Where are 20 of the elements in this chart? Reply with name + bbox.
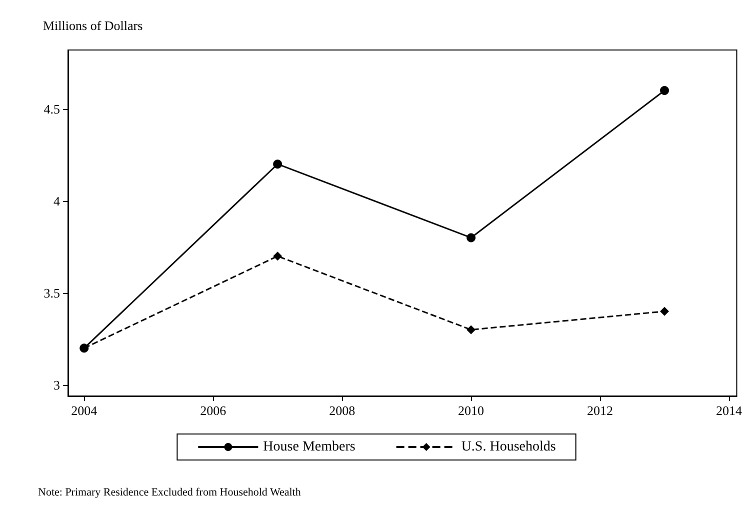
point <box>273 160 282 169</box>
y-tick-label: 3.5 <box>44 285 60 300</box>
x-tick-label: 2012 <box>587 403 614 418</box>
point <box>273 252 282 261</box>
text: Note: Primary Residence Excluded from Household Wealth <box>38 486 302 498</box>
x-tick-label: 2010 <box>458 403 484 418</box>
x-tick-label: 2004 <box>71 403 98 418</box>
x-tick-label: 2008 <box>329 403 356 418</box>
x-tick-label: 2014 <box>716 403 742 418</box>
x-tick-label: 2006 <box>200 403 227 418</box>
point <box>466 233 476 242</box>
legend-label: U.S. Households <box>461 440 556 454</box>
y-axis-title: Millions of Dollars <box>43 18 143 33</box>
y-tick-label: 4 <box>54 193 60 208</box>
point <box>660 306 670 316</box>
y-tick-label: 4.5 <box>44 101 60 116</box>
point <box>466 325 476 334</box>
legend-label: House Members <box>263 440 356 454</box>
point <box>660 86 670 95</box>
y-tick-label: 3 <box>54 377 60 392</box>
